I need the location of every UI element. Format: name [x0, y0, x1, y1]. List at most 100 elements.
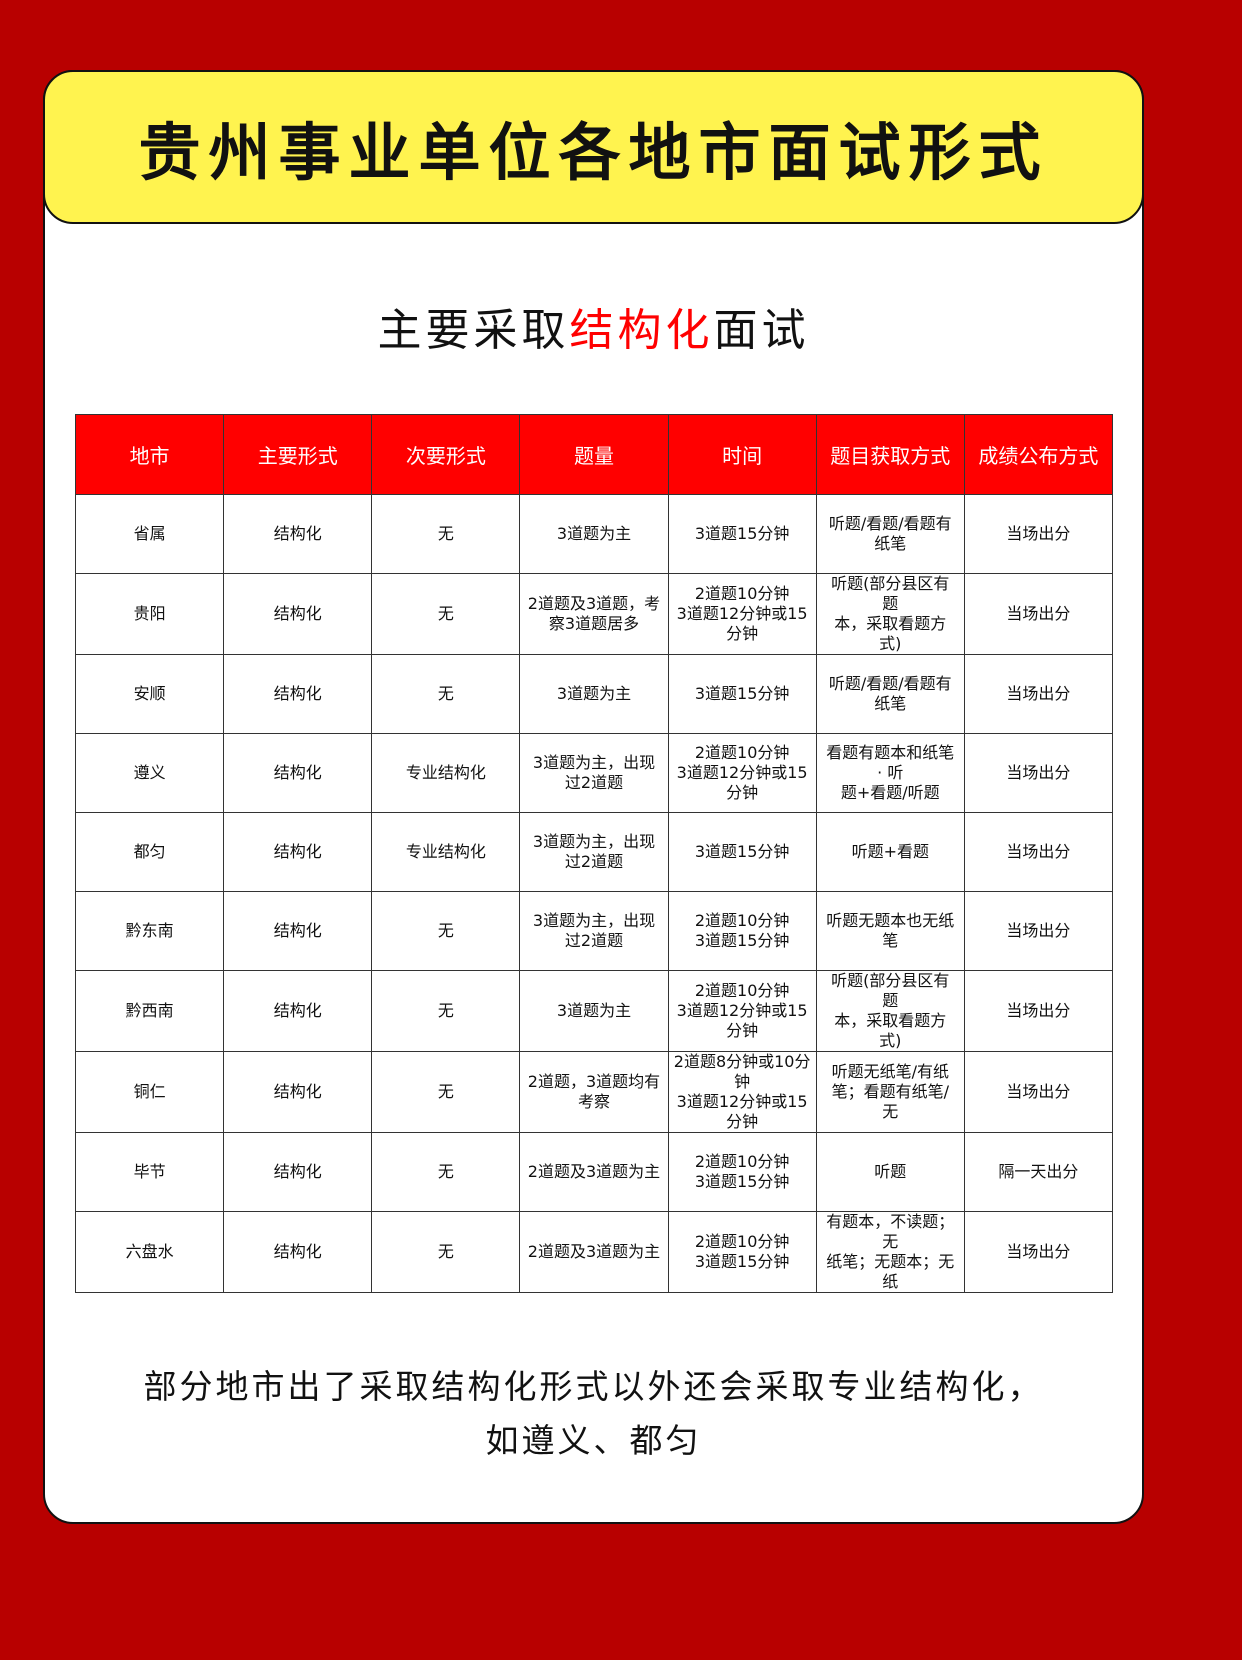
table-row: 毕节 结构化无 2道题及3道题为主 2道题10分钟 3道题15分钟 听题 隔一天出分: [74, 1132, 1114, 1212]
table-cell: 听题无纸笔/有纸 笔；看题有纸笔/ 无: [815, 1051, 965, 1133]
table-cell: 2道题10分钟 3道题15分钟: [667, 891, 817, 971]
subtitle-after: 面试: [713, 305, 810, 356]
column-header: 时间: [667, 414, 817, 495]
table-cell: 听题+看题: [815, 812, 965, 892]
table-row: 安顺 结构化无 3道题为主 3道题15分钟 听题/看题/看题有 纸笔 当场出分: [74, 654, 1114, 734]
column-header: 题量: [519, 414, 669, 495]
table-cell: 当场出分: [963, 733, 1114, 813]
table-body: 省属 结构化无 3道题为主 3道题15分钟 听题/看题/看题有 纸笔 当场出分 贵阳 结构化无…: [74, 494, 1114, 1293]
table-cell: 安顺: [74, 654, 225, 734]
table-cell: 贵阳: [74, 573, 225, 655]
table-cell: 3道题为主，出现 过2道题: [519, 812, 669, 892]
table-row: 省属 结构化无 3道题为主 3道题15分钟 听题/看题/看题有 纸笔 当场出分: [74, 494, 1114, 574]
table-cell: 当场出分: [963, 891, 1114, 971]
table-cell: 当场出分: [963, 654, 1114, 734]
table-cell: 听题无题本也无纸 笔: [815, 891, 965, 971]
table-cell: 隔一天出分: [963, 1132, 1114, 1212]
table-cell: 无: [371, 1211, 521, 1293]
page-title: 贵州事业单位各地市面试形式: [138, 116, 1049, 189]
table-row: 黔东南 结构化无 3道题为主，出现 过2道题 2道题10分钟 3道题15分钟 听题无题本…: [74, 891, 1114, 971]
table-cell: 当场出分: [963, 970, 1114, 1052]
table-cell: 无: [371, 891, 521, 971]
table-cell: 无: [371, 573, 521, 655]
table-cell: 当场出分: [963, 1211, 1114, 1293]
table-cell: 3道题为主: [519, 970, 669, 1052]
table-cell: 结构化: [223, 1051, 373, 1133]
table-cell: 专业结构化: [371, 733, 521, 813]
table-cell: 3道题15分钟: [667, 812, 817, 892]
table-row: 贵阳 结构化无 2道题及3道题，考 察3道题居多 2道题10分钟 3道题12分钟或15…: [74, 573, 1114, 655]
table-row: 六盘水 结构化无 2道题及3道题为主 2道题10分钟 3道题15分钟 有题本，不读题；…: [74, 1211, 1114, 1293]
table-cell: 结构化: [223, 1211, 373, 1293]
table-cell: 听题/看题/看题有 纸笔: [815, 654, 965, 734]
footer-line-2: 如遵义、都匀: [485, 1421, 702, 1460]
table-cell: 遵义: [74, 733, 225, 813]
table-cell: 听题/看题/看题有 纸笔: [815, 494, 965, 574]
content-card: 贵州事业单位各地市面试形式 主要采取结构化面试 地市 主要形式 次要形式 题量 时间 题目…: [43, 70, 1144, 1524]
table-cell: 都匀: [74, 812, 225, 892]
table-cell: 毕节: [74, 1132, 225, 1212]
table-cell: 听题(部分县区有 题 本，采取看题方 式): [815, 970, 965, 1052]
column-header: 次要形式: [371, 414, 521, 495]
table-cell: 2道题及3道题，考 察3道题居多: [519, 573, 669, 655]
interview-format-table: 地市 主要形式 次要形式 题量 时间 题目获取方式 成绩公布方式 省属 结构化无 3道题为主 3道…: [74, 414, 1114, 1293]
table-cell: 当场出分: [963, 1051, 1114, 1133]
column-header: 主要形式: [223, 414, 373, 495]
table-cell: 结构化: [223, 733, 373, 813]
table-cell: 2道题，3道题均有 考察: [519, 1051, 669, 1133]
table-cell: 结构化: [223, 654, 373, 734]
table-cell: 听题(部分县区有 题 本，采取看题方 式): [815, 573, 965, 655]
column-header: 地市: [74, 414, 225, 495]
table-cell: 无: [371, 494, 521, 574]
table-cell: 黔东南: [74, 891, 225, 971]
subtitle: 主要采取结构化面试: [45, 294, 1142, 358]
table-cell: 2道题10分钟 3道题15分钟: [667, 1132, 817, 1212]
table-cell: 2道题及3道题为主: [519, 1211, 669, 1293]
table-cell: 3道题15分钟: [667, 654, 817, 734]
table-cell: 3道题为主，出现 过2道题: [519, 733, 669, 813]
table-cell: 无: [371, 1132, 521, 1212]
subtitle-before: 主要采取: [377, 305, 570, 356]
table-cell: 黔西南: [74, 970, 225, 1052]
table-cell: 省属: [74, 494, 225, 574]
table-header-row: 地市 主要形式 次要形式 题量 时间 题目获取方式 成绩公布方式: [74, 414, 1114, 495]
table-row: 遵义 结构化 专业结构化 3道题为主，出现 过2道题 2道题10分钟 3道题12分钟或1…: [74, 733, 1114, 813]
table-cell: 2道题8分钟或10分 钟 3道题12分钟或15 分钟: [667, 1051, 817, 1133]
footer-note: 部分地市出了采取结构化形式以外还会采取专业结构化， 如遵义、都匀: [45, 1360, 1142, 1468]
table-cell: 当场出分: [963, 573, 1114, 655]
table-row: 黔西南 结构化无 3道题为主 2道题10分钟 3道题12分钟或15 分钟 听题(部分县区…: [74, 970, 1114, 1052]
table-cell: 结构化: [223, 573, 373, 655]
table-cell: 2道题10分钟 3道题12分钟或15 分钟: [667, 970, 817, 1052]
table-cell: 听题: [815, 1132, 965, 1212]
table-cell: 3道题15分钟: [667, 494, 817, 574]
table-cell: 2道题10分钟 3道题15分钟: [667, 1211, 817, 1293]
table-cell: 结构化: [223, 494, 373, 574]
table-cell: 2道题10分钟 3道题12分钟或15 分钟: [667, 733, 817, 813]
column-header: 成绩公布方式: [963, 414, 1114, 495]
table-cell: 2道题及3道题为主: [519, 1132, 669, 1212]
table-row: 都匀 结构化 专业结构化 3道题为主，出现 过2道题 3道题15分钟 听题+看题 当场出分: [74, 812, 1114, 892]
table-cell: 当场出分: [963, 812, 1114, 892]
table-cell: 2道题10分钟 3道题12分钟或15 分钟: [667, 573, 817, 655]
table-cell: 结构化: [223, 1132, 373, 1212]
title-banner: 贵州事业单位各地市面试形式: [43, 70, 1144, 224]
table-cell: 3道题为主，出现 过2道题: [519, 891, 669, 971]
column-header: 题目获取方式: [815, 414, 965, 495]
table-cell: 3道题为主: [519, 494, 669, 574]
table-cell: 专业结构化: [371, 812, 521, 892]
table-cell: 结构化: [223, 891, 373, 971]
table-row: 铜仁 结构化无 2道题，3道题均有 考察 2道题8分钟或10分 钟 3道题12分钟或1…: [74, 1051, 1114, 1133]
subtitle-highlight: 结构化: [569, 305, 714, 356]
table-cell: 结构化: [223, 812, 373, 892]
table-cell: 有题本，不读题； 无 纸笔；无题本；无 纸: [815, 1211, 965, 1293]
table-cell: 无: [371, 1051, 521, 1133]
table-cell: 无: [371, 654, 521, 734]
table-cell: 无: [371, 970, 521, 1052]
table-cell: 3道题为主: [519, 654, 669, 734]
table-cell: 结构化: [223, 970, 373, 1052]
table-cell: 六盘水: [74, 1211, 225, 1293]
table-cell: 当场出分: [963, 494, 1114, 574]
table-cell: 铜仁: [74, 1051, 225, 1133]
footer-line-1: 部分地市出了采取结构化形式以外还会采取专业结构化，: [143, 1367, 1044, 1406]
table-cell: 看题有题本和纸笔 · 听 题+看题/听题: [815, 733, 965, 813]
